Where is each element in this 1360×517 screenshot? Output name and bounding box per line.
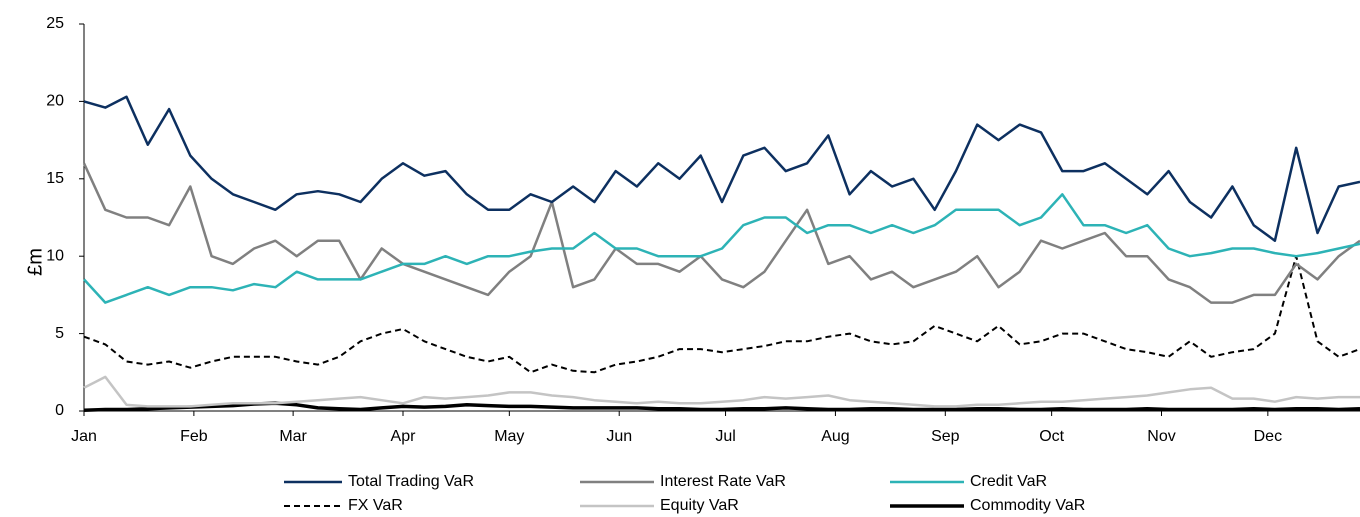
y-tick-label: 15 (46, 170, 64, 187)
series-line (83, 375, 1360, 408)
y-tick-label: 20 (46, 93, 64, 110)
series-line (83, 193, 1360, 304)
y-tick-label: 10 (46, 247, 64, 264)
x-tick-label: Oct (1039, 428, 1064, 445)
series-line (83, 255, 1360, 374)
y-tick-label: 5 (55, 325, 64, 342)
x-tick-label: Jun (606, 428, 632, 445)
x-tick-label: May (494, 428, 524, 445)
series-line (83, 401, 1360, 412)
x-tick-label: Aug (821, 428, 849, 445)
x-tick-label: Mar (279, 428, 307, 445)
x-tick-label: Nov (1147, 428, 1175, 445)
x-tick-label: Jul (715, 428, 735, 445)
series-line (82, 162, 1360, 304)
x-tick-label: Feb (180, 428, 208, 445)
y-tick-label: 0 (55, 402, 64, 419)
y-axis-label: £m (24, 248, 46, 276)
y-tick-label: 25 (46, 15, 64, 32)
legend-label: Total Trading VaR (348, 473, 474, 490)
x-tick-label: Sep (931, 428, 960, 445)
series-line (83, 95, 1360, 242)
legend-label: Interest Rate VaR (660, 473, 786, 490)
x-tick-label: Dec (1254, 428, 1282, 445)
legend-label: Commodity VaR (970, 497, 1085, 514)
x-tick-label: Apr (391, 428, 417, 445)
legend-label: FX VaR (348, 497, 403, 514)
legend-label: Equity VaR (660, 497, 739, 514)
legend-label: Credit VaR (970, 473, 1047, 490)
x-tick-label: Jan (71, 428, 97, 445)
